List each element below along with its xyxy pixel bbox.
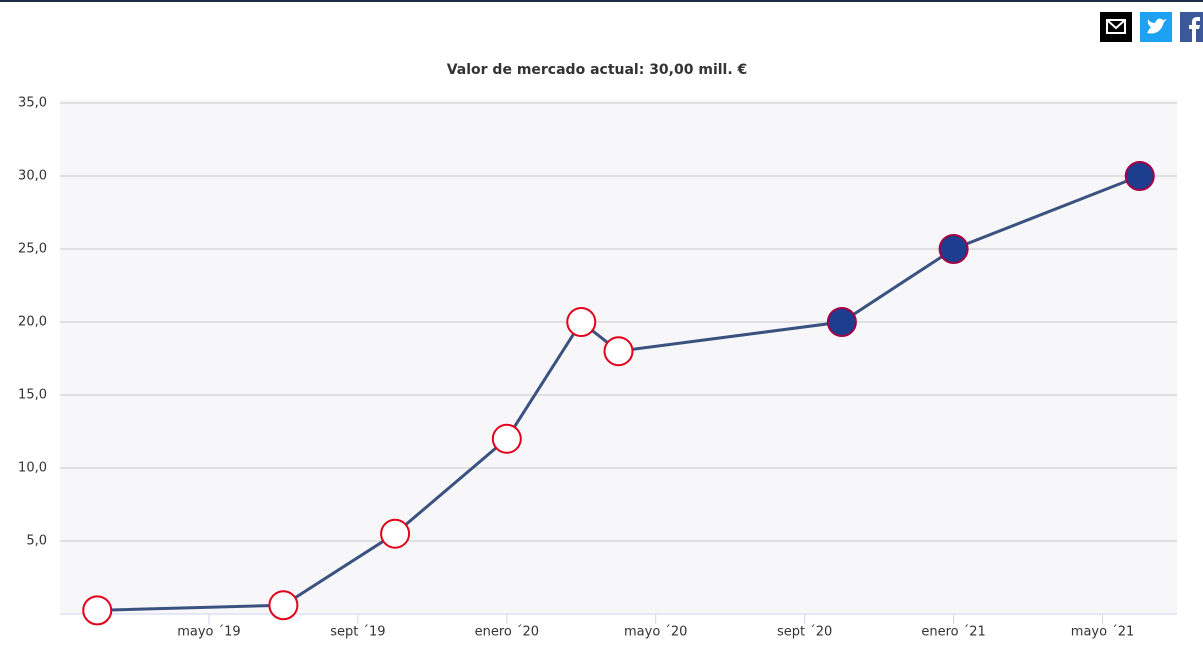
- point-marker: [566, 307, 597, 337]
- y-tick-label: 10,0: [18, 461, 47, 476]
- point-marker: [380, 518, 411, 549]
- y-tick-label: 35,0: [18, 96, 47, 111]
- point-marker: [268, 590, 299, 621]
- chart-title: Valor de mercado actual: 30,00 mill. €: [447, 62, 748, 78]
- point-marker: [603, 336, 634, 367]
- x-tick-label: mayo ´20: [624, 625, 687, 640]
- x-tick-label: mayo ´21: [1071, 625, 1134, 640]
- y-tick-label: 20,0: [18, 315, 47, 330]
- point-marker: [938, 234, 969, 264]
- y-tick-label: 5,0: [26, 534, 47, 549]
- x-tick-label: sept ´19: [330, 625, 385, 640]
- share-twitter[interactable]: [1140, 12, 1172, 42]
- x-tick-label: sept ´20: [777, 625, 832, 640]
- share-email[interactable]: [1100, 12, 1132, 42]
- y-tick-label: 15,0: [18, 388, 47, 403]
- x-tick-label: enero ´20: [475, 625, 539, 640]
- point-marker: [82, 595, 113, 626]
- share-facebook[interactable]: [1180, 12, 1203, 42]
- top-border: [0, 0, 1203, 2]
- y-tick-label: 30,0: [18, 169, 47, 184]
- point-marker: [491, 423, 522, 454]
- y-tick-label: 25,0: [18, 242, 47, 257]
- point-marker: [826, 307, 857, 337]
- x-tick-label: mayo ´19: [177, 625, 240, 640]
- point-marker: [1124, 161, 1155, 191]
- x-tick-label: enero ´21: [921, 625, 985, 640]
